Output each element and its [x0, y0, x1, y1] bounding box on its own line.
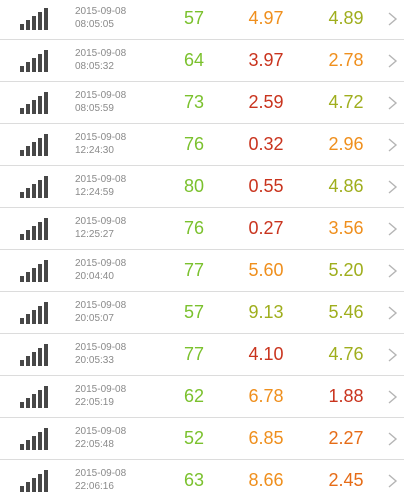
history-row[interactable]: 2015-09-08 20:05:33 77 4.10 4.76 — [0, 334, 404, 376]
test-date: 2015-09-08 — [75, 258, 127, 269]
history-row[interactable]: 2015-09-08 12:24:30 76 0.32 2.96 — [0, 124, 404, 166]
upload-value: 4.86 — [328, 176, 364, 196]
upload-value: 5.20 — [328, 260, 364, 280]
download-value: 8.66 — [248, 470, 284, 490]
ping-value: 57 — [183, 8, 205, 28]
signal-strength-icon — [20, 176, 50, 198]
history-row[interactable]: 2015-09-08 20:05:07 57 9.13 5.46 — [0, 292, 404, 334]
test-time: 08:05:32 — [75, 61, 114, 72]
test-time: 20:05:33 — [75, 355, 114, 366]
test-time: 08:05:59 — [75, 103, 114, 114]
test-date: 2015-09-08 — [75, 384, 127, 395]
chevron-right-icon[interactable] — [385, 180, 399, 194]
chevron-right-icon[interactable] — [385, 474, 399, 488]
history-row[interactable]: 2015-09-08 22:05:19 62 6.78 1.88 — [0, 376, 404, 418]
history-row[interactable]: 2015-09-08 12:25:27 76 0.27 3.56 — [0, 208, 404, 250]
chevron-right-icon[interactable] — [385, 96, 399, 110]
chevron-right-icon[interactable] — [385, 348, 399, 362]
history-row[interactable]: 2015-09-08 08:05:32 64 3.97 2.78 — [0, 40, 404, 82]
upload-value: 1.88 — [328, 386, 364, 406]
download-value: 5.60 — [248, 260, 284, 280]
chevron-right-icon[interactable] — [385, 432, 399, 446]
upload-value: 2.78 — [328, 50, 364, 70]
chevron-right-icon[interactable] — [385, 390, 399, 404]
upload-value: 2.96 — [328, 134, 364, 154]
test-time: 22:05:19 — [75, 397, 114, 408]
ping-value: 76 — [183, 134, 205, 154]
test-date: 2015-09-08 — [75, 300, 127, 311]
history-row[interactable]: 2015-09-08 08:05:59 73 2.59 4.72 — [0, 82, 404, 124]
chevron-right-icon[interactable] — [385, 138, 399, 152]
test-time: 20:04:40 — [75, 271, 114, 282]
test-date: 2015-09-08 — [75, 426, 127, 437]
ping-value: 77 — [183, 344, 205, 364]
test-date: 2015-09-08 — [75, 132, 127, 143]
download-value: 6.78 — [248, 386, 284, 406]
test-date: 2015-09-08 — [75, 6, 127, 17]
upload-value: 2.27 — [328, 428, 364, 448]
signal-strength-icon — [20, 50, 50, 72]
test-date: 2015-09-08 — [75, 468, 127, 479]
download-value: 0.32 — [248, 134, 284, 154]
history-row[interactable]: 2015-09-08 20:04:40 77 5.60 5.20 — [0, 250, 404, 292]
ping-value: 80 — [183, 176, 205, 196]
test-time: 20:05:07 — [75, 313, 114, 324]
test-time: 12:25:27 — [75, 229, 114, 240]
chevron-right-icon[interactable] — [385, 12, 399, 26]
upload-value: 3.56 — [328, 218, 364, 238]
upload-value: 4.76 — [328, 344, 364, 364]
test-date: 2015-09-08 — [75, 174, 127, 185]
signal-strength-icon — [20, 302, 50, 324]
test-date: 2015-09-08 — [75, 342, 127, 353]
signal-strength-icon — [20, 218, 50, 240]
history-row[interactable]: 2015-09-08 08:05:05 57 4.97 4.89 — [0, 0, 404, 40]
signal-strength-icon — [20, 428, 50, 450]
test-date: 2015-09-08 — [75, 48, 127, 59]
test-time: 22:05:48 — [75, 439, 114, 450]
upload-value: 4.89 — [328, 8, 364, 28]
signal-strength-icon — [20, 260, 50, 282]
download-value: 0.27 — [248, 218, 284, 238]
test-time: 22:06:16 — [75, 481, 114, 492]
history-row[interactable]: 2015-09-08 12:24:59 80 0.55 4.86 — [0, 166, 404, 208]
signal-strength-icon — [20, 470, 50, 492]
download-value: 9.13 — [248, 302, 284, 322]
test-date: 2015-09-08 — [75, 90, 127, 101]
ping-value: 77 — [183, 260, 205, 280]
ping-value: 62 — [183, 386, 205, 406]
chevron-right-icon[interactable] — [385, 306, 399, 320]
download-value: 6.85 — [248, 428, 284, 448]
download-value: 3.97 — [248, 50, 284, 70]
signal-strength-icon — [20, 134, 50, 156]
test-time: 12:24:59 — [75, 187, 114, 198]
download-value: 2.59 — [248, 92, 284, 112]
download-value: 4.10 — [248, 344, 284, 364]
upload-value: 4.72 — [328, 92, 364, 112]
history-row[interactable]: 2015-09-08 22:06:16 63 8.66 2.45 — [0, 460, 404, 500]
chevron-right-icon[interactable] — [385, 264, 399, 278]
ping-value: 64 — [183, 50, 205, 70]
ping-value: 52 — [183, 428, 205, 448]
upload-value: 5.46 — [328, 302, 364, 322]
signal-strength-icon — [20, 92, 50, 114]
ping-value: 63 — [183, 470, 205, 490]
ping-value: 73 — [183, 92, 205, 112]
test-time: 08:05:05 — [75, 19, 114, 30]
chevron-right-icon[interactable] — [385, 222, 399, 236]
signal-strength-icon — [20, 8, 50, 30]
ping-value: 57 — [183, 302, 205, 322]
history-row[interactable]: 2015-09-08 22:05:48 52 6.85 2.27 — [0, 418, 404, 460]
upload-value: 2.45 — [328, 470, 364, 490]
download-value: 0.55 — [248, 176, 284, 196]
download-value: 4.97 — [248, 8, 284, 28]
ping-value: 76 — [183, 218, 205, 238]
test-time: 12:24:30 — [75, 145, 114, 156]
chevron-right-icon[interactable] — [385, 54, 399, 68]
test-date: 2015-09-08 — [75, 216, 127, 227]
signal-strength-icon — [20, 386, 50, 408]
signal-strength-icon — [20, 344, 50, 366]
